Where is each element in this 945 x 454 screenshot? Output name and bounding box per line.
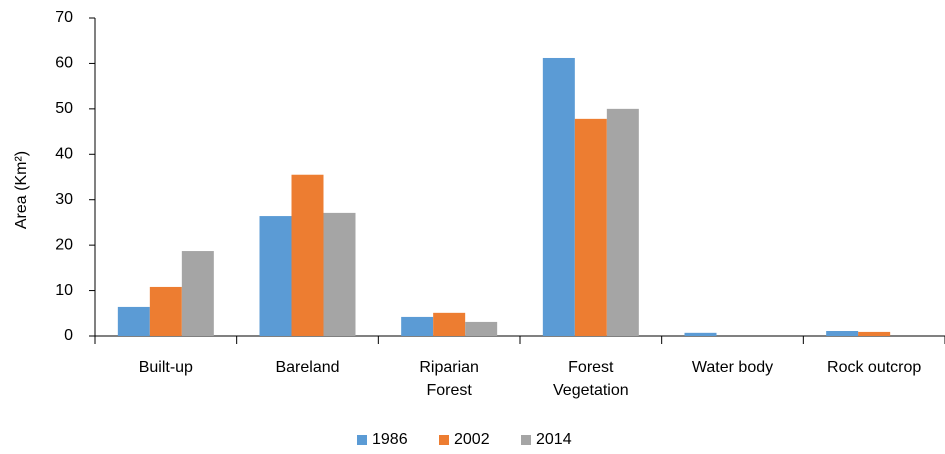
legend-label: 2002	[454, 431, 490, 448]
y-axis-label: Area (Km²)	[13, 151, 30, 229]
bar	[117, 306, 150, 336]
bar	[606, 108, 639, 336]
bar	[401, 316, 434, 336]
bar	[542, 57, 575, 336]
x-tick-label: Riparian Forest	[419, 359, 479, 399]
bar	[291, 174, 324, 336]
bar	[574, 118, 607, 336]
bar	[826, 331, 859, 336]
x-tick-label: Water body	[691, 359, 774, 376]
y-tick-label: 60	[55, 55, 73, 72]
y-tick-label: 10	[55, 282, 73, 299]
x-tick-label: Built-up	[138, 359, 193, 376]
x-tick-label: Rock outcrop	[827, 359, 922, 376]
bar	[149, 286, 182, 336]
y-tick-label: 20	[55, 236, 73, 253]
bar	[858, 331, 891, 336]
y-tick-label: 40	[55, 146, 73, 163]
bar	[259, 216, 292, 336]
y-tick-label: 70	[55, 9, 73, 26]
bar	[465, 321, 498, 336]
y-tick-label: 30	[55, 191, 73, 208]
bar	[323, 212, 356, 336]
legend-label: 2014	[536, 431, 572, 448]
legend-swatch	[521, 435, 531, 445]
bar	[684, 332, 717, 336]
bar	[181, 251, 214, 336]
bar	[433, 312, 466, 336]
y-tick-label: 50	[55, 100, 73, 117]
legend-swatch	[439, 435, 449, 445]
x-tick-label: Forest Vegetation	[553, 359, 629, 399]
x-tick-label: Bareland	[275, 359, 340, 376]
legend-swatch	[357, 435, 367, 445]
y-tick-label: 0	[64, 327, 73, 344]
legend-label: 1986	[372, 431, 408, 448]
